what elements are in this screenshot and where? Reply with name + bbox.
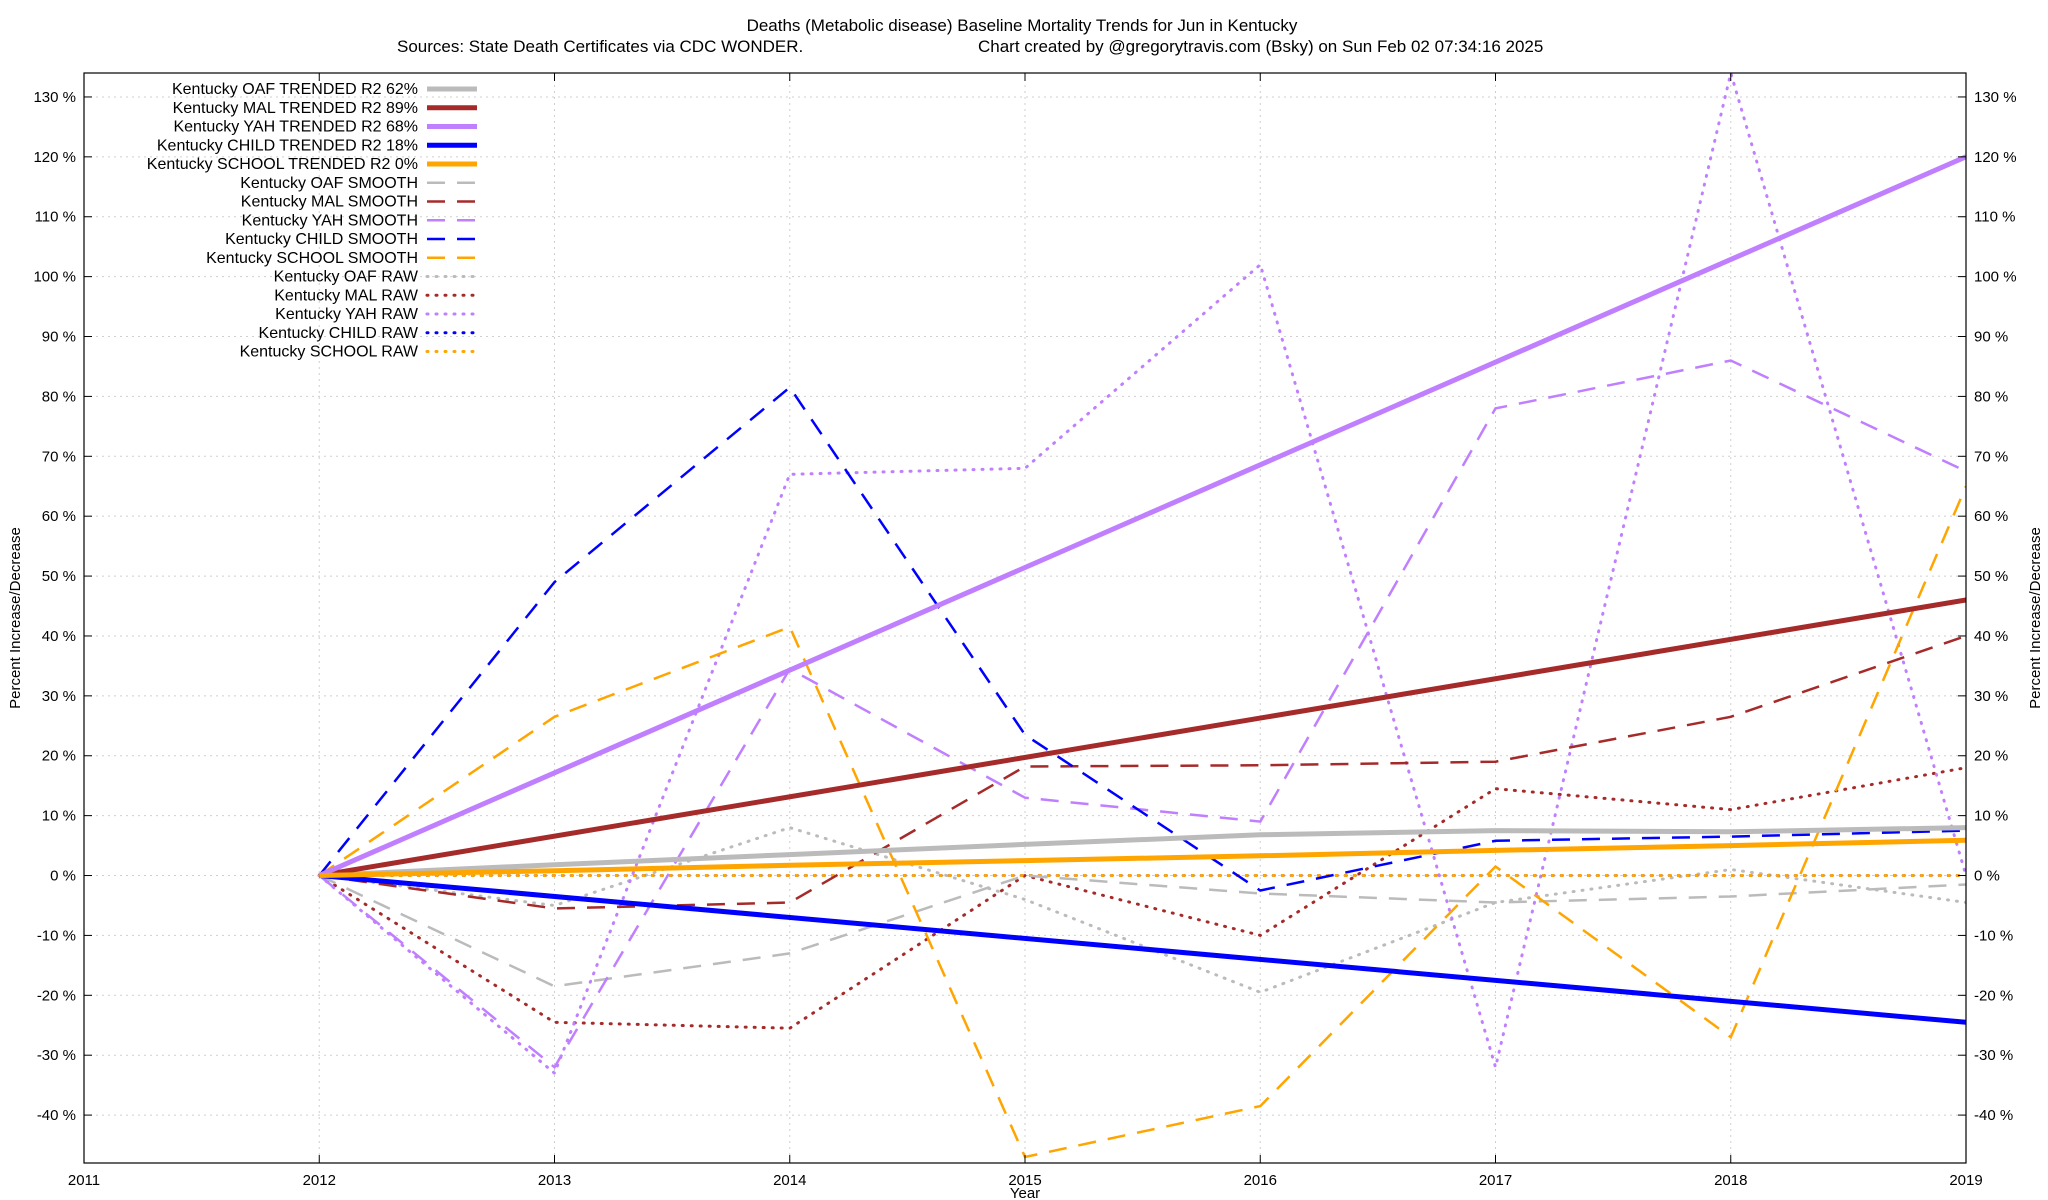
y-tick-label-right: 50 % xyxy=(1974,568,2008,585)
y-tick-label-left: 60 % xyxy=(42,508,76,525)
y-axis-label-right: Percent Increase/Decrease xyxy=(2027,527,2044,709)
series-line-kentucky-oaf-raw xyxy=(317,826,1966,994)
y-tick-label-right: 70 % xyxy=(1974,448,2008,465)
y-tick-label-right: 90 % xyxy=(1974,329,2008,346)
y-tick-label-right: -30 % xyxy=(1974,1047,2013,1064)
series-line-kentucky-oaf-trended-r2-62 xyxy=(319,825,1966,878)
x-tick-label: 2017 xyxy=(1479,1172,1512,1189)
legend-label: Kentucky YAH RAW xyxy=(275,306,419,323)
chart-subtitle-credit: Chart created by @gregorytravis.com (Bsk… xyxy=(978,37,1543,56)
series-line-kentucky-mal-raw xyxy=(317,766,1966,1030)
chart-title: Deaths (Metabolic disease) Baseline Mort… xyxy=(747,16,1298,35)
series-line-kentucky-mal-smooth xyxy=(319,634,1966,910)
x-tick-label: 2013 xyxy=(538,1172,571,1189)
y-tick-label-left: 90 % xyxy=(42,329,76,346)
y-tick-label-right: 0 % xyxy=(1974,868,2000,885)
legend-label: Kentucky OAF RAW xyxy=(274,269,419,286)
x-tick-label: 2011 xyxy=(68,1172,100,1189)
x-tick-label: 2016 xyxy=(1244,1172,1277,1189)
legend-label: Kentucky CHILD RAW xyxy=(259,325,419,342)
y-tick-label-left: 120 % xyxy=(33,149,76,166)
legend-label: Kentucky MAL SMOOTH xyxy=(241,194,418,211)
y-tick-label-right: 20 % xyxy=(1974,748,2008,765)
series-line-kentucky-mal-trended-r2-89 xyxy=(318,597,1966,878)
series-line-kentucky-oaf-smooth xyxy=(318,874,1966,988)
y-tick-label-left: -20 % xyxy=(37,987,76,1004)
legend-label: Kentucky MAL RAW xyxy=(274,287,419,304)
x-tick-label: 2015 xyxy=(1008,1172,1041,1189)
y-tick-label-right: 110 % xyxy=(1974,209,2015,226)
legend-label: Kentucky MAL TRENDED R2 89% xyxy=(173,100,418,117)
y-tick-label-right: -20 % xyxy=(1974,987,2013,1004)
y-tick-label-left: -30 % xyxy=(37,1047,76,1064)
series-line-kentucky-yah-raw xyxy=(317,73,1966,1076)
y-tick-label-left: 110 % xyxy=(35,209,76,226)
x-tick-label: 2019 xyxy=(1949,1172,1982,1189)
y-tick-label-left: 30 % xyxy=(42,688,76,705)
legend-label: Kentucky YAH TRENDED R2 68% xyxy=(173,119,418,136)
series-line-kentucky-school-trended-r2-0 xyxy=(319,837,1966,878)
y-tick-label-left: 10 % xyxy=(42,808,76,825)
y-tick-label-right: 40 % xyxy=(1974,628,2008,645)
series-line-kentucky-yah-smooth xyxy=(318,359,1966,1070)
x-axis-label: Year xyxy=(1010,1185,1040,1200)
y-tick-label-left: 70 % xyxy=(42,448,76,465)
y-tick-label-right: 60 % xyxy=(1974,508,2008,525)
y-tick-label-right: 10 % xyxy=(1974,808,2008,825)
legend-label: Kentucky SCHOOL TRENDED R2 0% xyxy=(147,156,418,173)
legend-label: Kentucky SCHOOL RAW xyxy=(240,344,419,361)
y-tick-label-left: 40 % xyxy=(42,628,76,645)
y-tick-label-left: -10 % xyxy=(37,927,76,944)
y-tick-label-left: 0 % xyxy=(50,868,76,885)
x-axis: 2011 2012 2013 2014 2015 2016 2017 2018 2019 xyxy=(68,73,1983,1189)
y-axis: 130 % 130 % 120 % 120 % 110 % 110 % 100 % 100 %… xyxy=(33,89,2016,1124)
legend-label: Kentucky YAH SMOOTH xyxy=(242,212,418,229)
grid xyxy=(83,73,1967,1163)
legend-label: Kentucky SCHOOL SMOOTH xyxy=(206,250,418,267)
y-tick-label-left: -40 % xyxy=(37,1107,76,1124)
x-tick-label: 2014 xyxy=(773,1172,806,1189)
legend-label: Kentucky OAF SMOOTH xyxy=(240,175,418,192)
x-tick-label: 2012 xyxy=(303,1172,336,1189)
series-line-kentucky-child-trended-r2-18 xyxy=(319,873,1966,1025)
series-line-kentucky-child-smooth xyxy=(318,385,1966,892)
series-line-kentucky-yah-trended-r2-68 xyxy=(318,154,1966,878)
y-tick-label-left: 80 % xyxy=(42,388,76,405)
legend-label: Kentucky CHILD SMOOTH xyxy=(225,231,418,248)
y-tick-label-right: 80 % xyxy=(1974,388,2008,405)
y-tick-label-left: 130 % xyxy=(33,89,76,106)
y-tick-label-right: 100 % xyxy=(1974,269,2017,286)
y-tick-label-right: -10 % xyxy=(1974,927,2013,944)
legend: Kentucky OAF TRENDED R2 62% Kentucky MAL … xyxy=(147,81,479,361)
legend-label: Kentucky CHILD TRENDED R2 18% xyxy=(157,137,418,154)
y-tick-label-right: 120 % xyxy=(1974,149,2017,166)
y-tick-label-right: 30 % xyxy=(1974,688,2008,705)
y-tick-label-right: -40 % xyxy=(1974,1107,2013,1124)
chart-subtitle-sources: Sources: State Death Certificates via CD… xyxy=(397,37,803,56)
y-axis-label-left: Percent Increase/Decrease xyxy=(7,527,24,709)
x-tick-label: 2018 xyxy=(1714,1172,1747,1189)
series-line-kentucky-school-smooth xyxy=(318,485,1966,1159)
y-tick-label-right: 130 % xyxy=(1974,89,2017,106)
legend-label: Kentucky OAF TRENDED R2 62% xyxy=(172,81,418,98)
series-layer xyxy=(317,73,1966,1159)
y-tick-label-left: 20 % xyxy=(42,748,76,765)
y-tick-label-left: 50 % xyxy=(42,568,76,585)
y-tick-label-left: 100 % xyxy=(33,269,76,286)
